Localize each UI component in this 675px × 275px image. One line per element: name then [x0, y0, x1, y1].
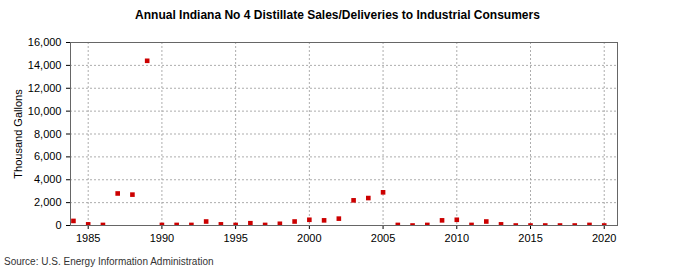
html-text:Annual Indiana No 4 Distillate: Annual Indiana No 4 Distillate Sales/Del…	[135, 8, 540, 22]
svg-text:6,000: 6,000	[34, 150, 62, 162]
svg-text:2,000: 2,000	[34, 196, 62, 208]
svg-text:10,000: 10,000	[28, 105, 62, 117]
svg-text:8,000: 8,000	[34, 128, 62, 140]
svg-text:1990: 1990	[150, 232, 174, 244]
svg-text:4,000: 4,000	[34, 173, 62, 185]
svg-text:2010: 2010	[445, 232, 469, 244]
svg-text:2005: 2005	[371, 232, 395, 244]
svg-text:1995: 1995	[223, 232, 247, 244]
svg-text:12,000: 12,000	[28, 82, 62, 94]
svg-text:2015: 2015	[518, 232, 542, 244]
svg-text:2020: 2020	[592, 232, 616, 244]
svg-text:1985: 1985	[76, 232, 100, 244]
svg-text:2000: 2000	[297, 232, 321, 244]
svg-text:14,000: 14,000	[28, 59, 62, 71]
svg-text:0: 0	[55, 219, 61, 231]
svg-text:16,000: 16,000	[28, 36, 62, 48]
svg-text:Thousand Gallons: Thousand Gallons	[12, 89, 24, 179]
html-text:Source: U.S. Energy Informatio: Source: U.S. Energy Information Administ…	[4, 256, 214, 267]
